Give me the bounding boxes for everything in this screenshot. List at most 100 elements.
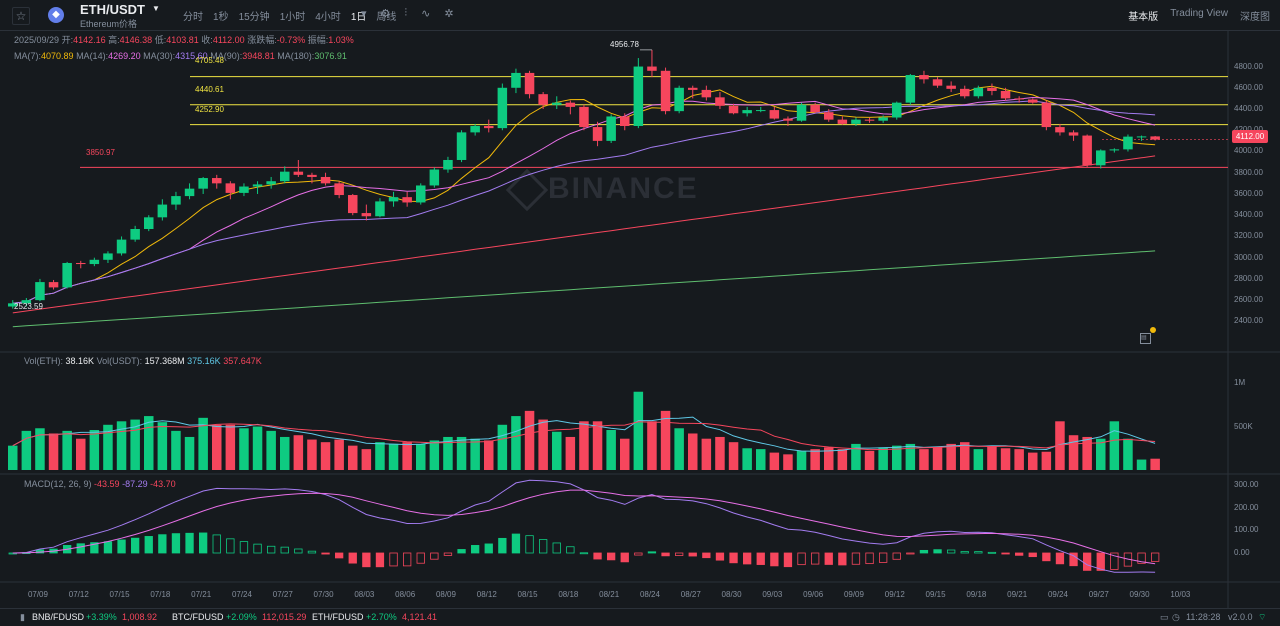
macd-histogram-bar	[824, 552, 833, 565]
open-label: 开:	[61, 35, 74, 45]
candle-body	[375, 201, 385, 217]
view-tab-0[interactable]: 基本版	[1128, 12, 1159, 23]
candle-body	[1082, 135, 1092, 166]
pair-dropdown-icon[interactable]: ▼	[152, 4, 160, 13]
alert-dot-icon[interactable]	[1150, 327, 1156, 333]
candle-type-icon[interactable]: ⫶	[404, 7, 408, 19]
level-label-4: 3850.97	[86, 148, 115, 157]
date-tick-15: 08/24	[639, 590, 660, 599]
macd-histogram-bar	[171, 533, 181, 554]
date-tick-18: 09/03	[762, 590, 783, 599]
volume-bar	[620, 438, 630, 470]
volume-bar	[565, 436, 576, 470]
macd-histogram-bar	[960, 551, 969, 554]
interval-tab-5[interactable]: 1日	[350, 12, 367, 23]
ticker-name-1[interactable]: BTC/FDUSD	[172, 612, 224, 622]
favorite-star-icon[interactable]: ☆	[12, 7, 30, 25]
price-tick-5: 3800.00	[1234, 167, 1263, 177]
volume-bar	[742, 448, 752, 470]
chart-settings-icon[interactable]: ▤	[1140, 333, 1151, 344]
macd-histogram-bar	[552, 542, 561, 554]
interval-tab-4[interactable]: 4小时	[315, 12, 341, 23]
volume-bar	[728, 442, 739, 470]
volume-bar	[443, 436, 453, 470]
volume-bar	[1096, 438, 1106, 470]
volume-bar	[48, 433, 59, 470]
ticker-name-0[interactable]: BNB/FDUSD	[32, 612, 85, 622]
macd-histogram-bar	[865, 552, 874, 565]
candle-body	[1136, 136, 1147, 138]
vol-ma1-value: 375.16K	[187, 356, 221, 366]
chat-icon[interactable]: ▭	[1160, 612, 1169, 622]
volume-bar	[864, 450, 875, 470]
volume-bar	[8, 445, 18, 470]
volume-bar	[375, 442, 385, 470]
volume-bar	[484, 440, 494, 470]
macd-histogram-bar	[892, 552, 901, 560]
indicator-icon[interactable]: ∿	[421, 8, 431, 20]
macd-histogram-bar	[402, 552, 412, 567]
macd-histogram-bar	[906, 552, 915, 555]
interval-tab-0[interactable]: 分时	[183, 12, 203, 23]
view-tab-2[interactable]: 深度图	[1240, 12, 1270, 23]
settings-gear-icon[interactable]: ✲	[444, 8, 454, 20]
ticker-change-0: +3.39%	[86, 612, 117, 622]
volume-bar	[388, 443, 399, 470]
volume-bar	[905, 443, 916, 470]
change-label: 涨跌幅:	[247, 35, 277, 45]
ticker-name-2[interactable]: ETH/FDUSD	[312, 612, 364, 622]
volume-bar	[239, 428, 249, 470]
date-tick-24: 09/21	[1007, 590, 1028, 599]
macd-histogram-bar	[348, 552, 357, 564]
volume-bar	[701, 438, 712, 470]
interval-dropdown-icon[interactable]: ▾	[361, 8, 367, 20]
macd-label: MACD(12, 26, 9)	[24, 479, 92, 489]
interval-tab-2[interactable]: 15分钟	[238, 12, 270, 23]
macd-histogram-bar	[634, 552, 643, 556]
macd-histogram-bar	[756, 552, 765, 565]
candle-body	[416, 185, 426, 203]
interval-tab-3[interactable]: 1小时	[279, 12, 306, 23]
volume-bar	[280, 436, 290, 470]
candle-body	[524, 72, 535, 95]
candle-body	[21, 300, 32, 304]
candle-body	[1000, 90, 1011, 99]
level-label-3: 4252.90	[195, 105, 224, 114]
pair-title[interactable]: ETH/USDT	[80, 2, 145, 17]
view-tab-1[interactable]: Trading View	[1170, 8, 1228, 19]
high-label-marker: 4956.78	[610, 40, 639, 49]
macd-histogram-bar	[593, 552, 602, 560]
interval-tab-6[interactable]: 周线	[376, 12, 397, 23]
candle-body	[633, 66, 644, 127]
candle-body	[48, 282, 59, 288]
close-value: 4112.00	[212, 35, 245, 45]
candle-body	[688, 87, 698, 90]
date-tick-28: 10/03	[1170, 590, 1191, 599]
ma-info: MA(7):4070.89 MA(14):4269.20 MA(30):4315…	[14, 51, 347, 61]
signal-icon: ▮	[20, 612, 25, 622]
high-value: 4146.38	[119, 35, 153, 45]
volume-bar	[116, 421, 127, 470]
macd-hist: -43.70	[150, 479, 176, 489]
macd-histogram-bar	[1137, 552, 1146, 564]
macd-histogram-bar	[987, 551, 997, 554]
date-tick-12: 08/15	[517, 590, 538, 599]
macd-histogram-bar	[484, 543, 493, 554]
ma7-value: 4070.89	[41, 51, 74, 61]
macd-histogram-bar	[797, 552, 806, 566]
price-chart[interactable]	[0, 30, 1280, 608]
candle-body	[307, 174, 317, 177]
indicator-settings-icon[interactable]: ⚙	[380, 8, 391, 20]
macd-histogram-bar	[307, 550, 317, 554]
volume-bar	[1150, 458, 1160, 470]
interval-tabs: 分时 1秒 15分钟 1小时 4小时 1日 周线	[183, 8, 406, 23]
macd-histogram-bar	[266, 545, 276, 554]
date-tick-23: 09/18	[966, 590, 987, 599]
macd-histogram-bar	[1042, 552, 1051, 562]
macd-histogram-bar	[661, 552, 670, 557]
candle-body	[824, 112, 834, 120]
macd-histogram-bar	[430, 552, 439, 560]
macd-histogram-bar	[783, 552, 793, 568]
candle-body	[660, 70, 671, 112]
interval-tab-1[interactable]: 1秒	[213, 12, 229, 23]
